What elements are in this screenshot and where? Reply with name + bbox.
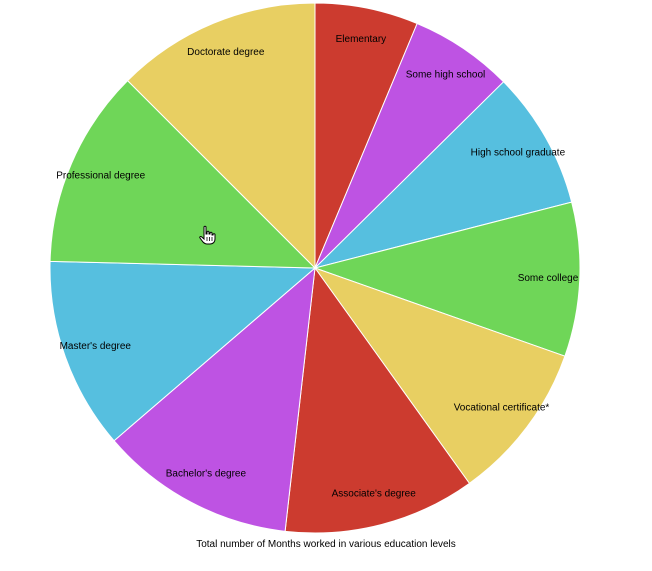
slice-label: Some college [518,273,579,284]
pie-slice[interactable] [113,266,316,532]
pie-slice[interactable] [313,81,573,269]
slice-label: Some high school [406,69,486,80]
chart-title: Total number of Months worked in various… [196,539,456,550]
pie-slice[interactable] [49,79,317,269]
pie-slices [49,2,581,534]
slice-label: High school graduate [471,148,566,159]
slice-label: Professional degree [56,171,145,182]
hand-pointer-icon [199,225,216,245]
slice-label: Associate's degree [332,488,417,499]
pie-slice[interactable] [313,201,581,357]
pie-labels: Elementary Some high school High school gr… [56,34,579,499]
pie-slice[interactable] [49,260,317,442]
pie-slice[interactable] [284,266,471,534]
slice-label: Master's degree [60,341,132,352]
pie-slice[interactable] [313,266,566,485]
slice-label: Vocational certificate* [454,403,550,414]
slice-label: Elementary [336,34,387,45]
pie-slice[interactable] [126,2,316,270]
slice-label: Doctorate degree [187,47,265,58]
slice-label: Bachelor's degree [166,469,247,480]
